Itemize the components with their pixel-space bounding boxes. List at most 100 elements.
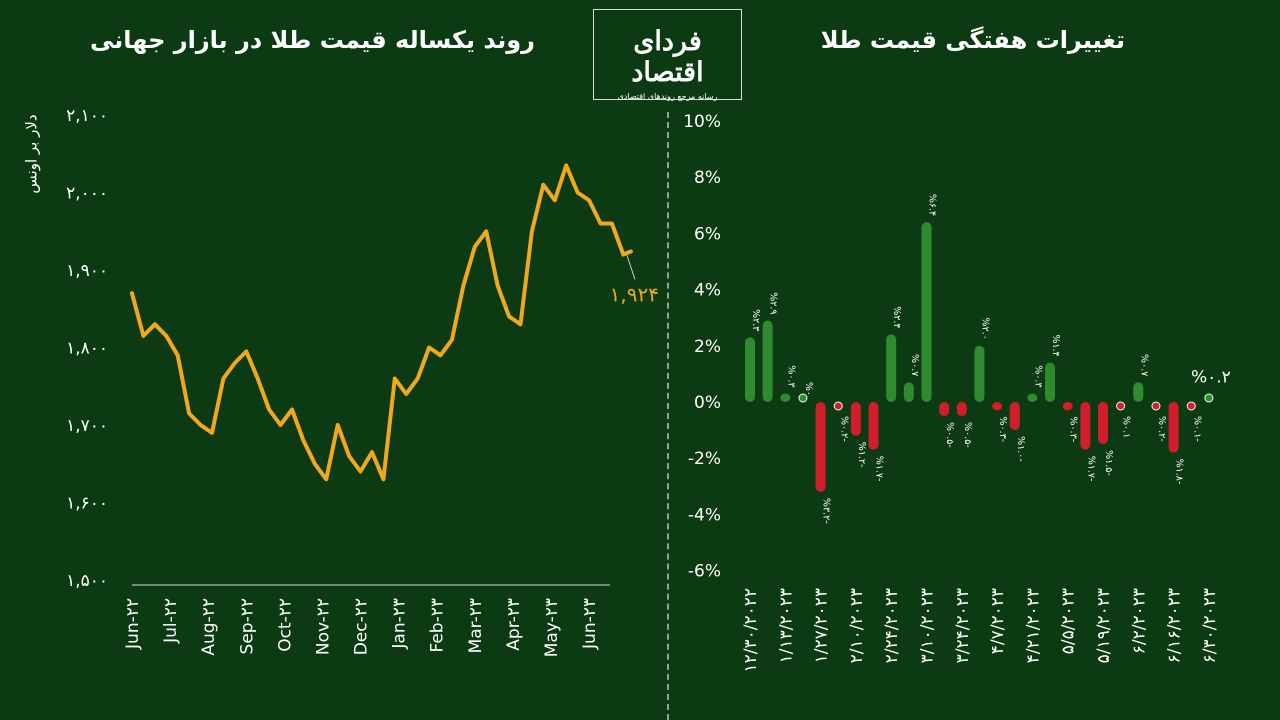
line-x-tick-label: Jun-۲۳ xyxy=(580,598,600,650)
bar xyxy=(1168,402,1179,453)
logo-tagline: رسانه مرجع روندهای اقتصادی xyxy=(617,92,718,101)
bar-x-tick-label: ۱/۱۳/۲۰۲۳ xyxy=(776,588,796,663)
bar xyxy=(1045,362,1056,402)
bar-value-label: %۰.۳- xyxy=(1068,416,1079,442)
bar xyxy=(745,337,755,402)
bar xyxy=(1009,402,1020,431)
end-value-pointer xyxy=(626,255,636,280)
bar-y-tick-label: 2% xyxy=(694,337,721,357)
bar-value-label: %۰.۲ xyxy=(1191,367,1231,387)
bar-x-tick-label: ۱۲/۳۰/۲۰۲۲ xyxy=(741,588,761,673)
line-y-tick-label: ۱,۸۰۰ xyxy=(66,339,108,359)
bar-value-label: %۱.۵- xyxy=(1103,450,1114,476)
brand-logo: فردای اقتصاد رسانه مرجع روندهای اقتصادی xyxy=(593,9,742,101)
bar xyxy=(1098,402,1108,445)
bar-value-label: %۰ xyxy=(803,382,814,396)
bar xyxy=(1080,402,1091,450)
bar xyxy=(798,393,808,403)
bar xyxy=(815,402,826,492)
bar xyxy=(903,382,914,402)
bar-value-label: %۲.۰ xyxy=(979,318,990,340)
bar xyxy=(1133,382,1144,402)
bar xyxy=(1027,393,1038,402)
line-x-tick-label: Jan-۲۳ xyxy=(390,598,410,650)
line-x-tick-label: Feb-۲۳ xyxy=(428,598,448,653)
bar-value-label: %۲.۴ xyxy=(891,306,902,328)
line-y-tick-label: ۲,۱۰۰ xyxy=(66,106,108,126)
line-x-tick-label: Jun-۲۲ xyxy=(123,598,143,650)
bar-value-label: %۰.۲- xyxy=(1156,416,1167,442)
bar-value-label: %۰.۳ xyxy=(1032,365,1043,387)
bar-value-label: %۲.۹ xyxy=(768,292,779,314)
line-y-tick-label: ۱,۹۰۰ xyxy=(66,261,108,281)
bar xyxy=(868,402,879,450)
line-x-tick-label: Oct-۲۲ xyxy=(275,598,295,652)
bar xyxy=(1151,401,1161,411)
bar-x-tick-label: ۳/۲۴/۲۰۲۳ xyxy=(953,588,973,663)
bar-x-tick-label: ۶/۱۶/۲۰۲۳ xyxy=(1165,588,1185,663)
bar xyxy=(850,402,861,436)
bar-value-label: %۳.۲- xyxy=(821,498,832,524)
bar-x-tick-label: ۵/۵/۲۰۲۳ xyxy=(1059,588,1079,654)
bar-x-tick-label: ۴/۲۱/۲۰۲۳ xyxy=(1023,588,1043,663)
bar-x-tick-label: ۴/۷/۲۰۲۳ xyxy=(988,588,1008,654)
bar-y-tick-label: 6% xyxy=(694,224,721,244)
line-chart-title: روند یکساله قیمت طلا در بازار جهانی xyxy=(89,26,535,54)
bar-value-label: %۱.۲- xyxy=(856,442,867,468)
bar xyxy=(780,393,791,402)
bar-y-tick-label: -4% xyxy=(688,505,721,525)
bar-value-label: %۰.۱- xyxy=(1191,416,1202,442)
bar-y-tick-label: -2% xyxy=(688,449,721,469)
bar xyxy=(886,334,897,402)
bar-value-label: %۰.۵- xyxy=(944,422,955,448)
bar-value-label: %۱.۷- xyxy=(1085,456,1096,482)
line-y-tick-label: ۱,۵۰۰ xyxy=(66,571,108,591)
bar-x-tick-label: ۲/۱۰/۲۰۲۳ xyxy=(847,588,867,663)
bar-value-label: %۱.۴ xyxy=(1050,334,1061,356)
line-x-tick-label: May-۲۳ xyxy=(542,598,562,657)
line-x-tick-label: Aug-۲۲ xyxy=(199,598,219,656)
bar-y-tick-label: 8% xyxy=(694,168,721,188)
line-y-tick-label: ۲,۰۰۰ xyxy=(66,184,108,204)
bar-value-label: %۰.۳ xyxy=(785,365,796,387)
bar-value-label: %۰.۵- xyxy=(962,422,973,448)
end-value-label: ۱,۹۲۴ xyxy=(610,282,659,306)
bar xyxy=(833,401,843,411)
line-y-tick-label: ۱,۶۰۰ xyxy=(66,494,108,514)
bar-value-label: %۲.۳ xyxy=(750,309,761,331)
logo-name: فردای اقتصاد xyxy=(631,26,704,88)
bar-x-tick-label: ۶/۳۰/۲۰۲۳ xyxy=(1200,588,1220,663)
bar-x-tick-label: ۶/۲/۲۰۲۳ xyxy=(1129,588,1149,654)
bar-x-tick-label: ۵/۱۹/۲۰۲۳ xyxy=(1094,588,1114,663)
line-x-tick-label: Mar-۲۳ xyxy=(466,598,486,653)
line-x-tick-label: Sep-۲۲ xyxy=(237,598,257,654)
bar-y-tick-label: 10% xyxy=(683,112,721,132)
bar xyxy=(1204,393,1214,403)
bar-value-label: %۰.۷ xyxy=(1138,354,1149,376)
bar xyxy=(939,402,950,417)
bar-chart-title: تغییرات هفتگی قیمت طلا xyxy=(820,26,1125,54)
bar-value-label: %۱.۰- xyxy=(1015,436,1026,462)
bar xyxy=(956,402,967,417)
bar-value-label: %۰.۷ xyxy=(909,354,920,376)
line-y-tick-label: ۱,۷۰۰ xyxy=(66,416,108,436)
line-x-tick-label: Nov-۲۲ xyxy=(313,598,333,655)
chart-divider xyxy=(667,112,669,720)
bar-value-label: %۰.۱ xyxy=(1121,416,1132,438)
bar-y-tick-label: 0% xyxy=(694,393,721,413)
bar xyxy=(1116,401,1126,411)
bar-value-label: %۰.۲- xyxy=(838,416,849,442)
bar xyxy=(1062,402,1073,411)
bar-x-tick-label: ۳/۱۰/۲۰۲۳ xyxy=(918,588,938,663)
gold-price-series-line xyxy=(130,163,633,482)
bar xyxy=(921,222,932,402)
bar xyxy=(974,345,985,402)
bar-x-tick-label: ۲/۲۴/۲۰۲۳ xyxy=(882,588,902,663)
line-x-tick-label: Dec-۲۲ xyxy=(352,598,372,655)
bar-value-label: %۰.۳- xyxy=(997,416,1008,442)
bar-y-tick-label: 4% xyxy=(694,281,721,301)
bar xyxy=(762,320,773,402)
